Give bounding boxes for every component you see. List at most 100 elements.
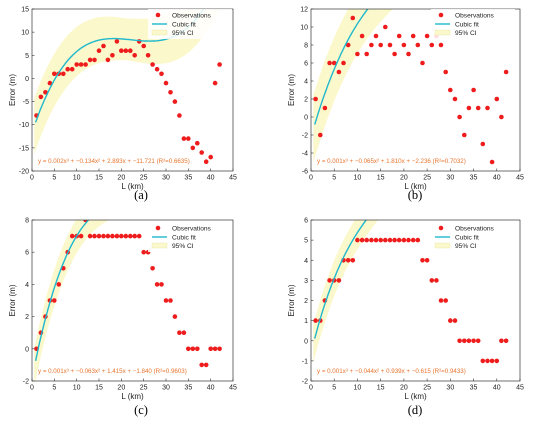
observation-point-5 bbox=[52, 71, 57, 77]
y-tick-label: 8 bbox=[304, 43, 308, 50]
observation-point-16 bbox=[101, 233, 106, 239]
observation-point-36 bbox=[475, 105, 481, 111]
observation-point-14 bbox=[373, 237, 379, 243]
legend-ci-swatch bbox=[151, 242, 168, 249]
y-tick-label: 10 bbox=[21, 30, 29, 37]
y-axis-label: Error (m) bbox=[8, 74, 17, 106]
axes-box bbox=[31, 8, 234, 172]
cubic-fit-line bbox=[314, 220, 367, 339]
observation-point-32 bbox=[172, 99, 178, 104]
y-tick-label: 10 bbox=[300, 25, 308, 32]
observation-point-15 bbox=[378, 237, 384, 243]
observation-point-27 bbox=[434, 278, 439, 283]
x-tick-label: 45 bbox=[229, 175, 237, 182]
observation-point-8 bbox=[345, 42, 351, 48]
observation-point-29 bbox=[443, 69, 449, 75]
fit-equation: y = 0.001x³ + −0.063x² + 1.415x + −1.840… bbox=[38, 368, 187, 375]
observation-point-30 bbox=[163, 80, 169, 86]
observation-point-8 bbox=[345, 258, 351, 263]
x-tick-label: 45 bbox=[229, 385, 237, 392]
legend-observations-marker bbox=[438, 225, 444, 231]
observation-point-42 bbox=[217, 346, 222, 352]
observation-point-32 bbox=[457, 338, 462, 344]
observation-point-28 bbox=[438, 298, 444, 303]
observation-point-30 bbox=[163, 298, 169, 303]
observation-point-23 bbox=[415, 237, 421, 243]
ci-band bbox=[34, 9, 219, 155]
legend-fit-label: Cubic fit bbox=[455, 235, 479, 242]
legend-observations-label: Observations bbox=[455, 226, 495, 233]
observation-point-8 bbox=[65, 66, 70, 72]
x-axis-label: L (km) bbox=[404, 182, 427, 191]
observation-point-15 bbox=[378, 42, 384, 48]
observation-point-36 bbox=[190, 346, 196, 352]
observation-point-15 bbox=[96, 233, 102, 239]
fit-equation: y = 0.001x³ + −0.065x² + 1.810x + −2.236… bbox=[317, 158, 466, 165]
observation-point-20 bbox=[119, 233, 124, 239]
observation-point-6 bbox=[336, 69, 342, 75]
y-tick-label: 12 bbox=[300, 7, 308, 14]
x-tick-label: 0 bbox=[30, 385, 34, 392]
y-tick-label: -20 bbox=[19, 169, 29, 176]
observation-point-37 bbox=[480, 141, 486, 147]
observation-point-11 bbox=[78, 62, 84, 67]
observation-point-38 bbox=[485, 358, 490, 364]
observation-point-34 bbox=[466, 338, 472, 344]
observation-point-39 bbox=[203, 159, 209, 164]
observation-point-3 bbox=[322, 105, 328, 111]
observation-point-35 bbox=[471, 338, 476, 344]
observation-point-25 bbox=[424, 33, 430, 39]
observation-point-16 bbox=[101, 43, 106, 49]
x-tick-label: 0 bbox=[309, 385, 313, 392]
y-tick-label: 6 bbox=[304, 61, 308, 68]
observation-point-40 bbox=[208, 154, 213, 160]
observation-point-33 bbox=[177, 113, 182, 118]
observation-point-13 bbox=[87, 57, 93, 63]
panel-label: (d) bbox=[408, 403, 423, 417]
x-tick-label: 30 bbox=[162, 385, 170, 392]
fit-equation: y = 0.001x³ + −0.044x² + 0.939x + −0.615… bbox=[317, 368, 466, 375]
observation-point-4 bbox=[47, 80, 53, 86]
legend-ci-label: 95% CI bbox=[455, 30, 477, 37]
observation-point-39 bbox=[489, 358, 495, 364]
observation-point-25 bbox=[141, 43, 146, 49]
observation-point-32 bbox=[457, 114, 462, 120]
observation-point-31 bbox=[452, 96, 458, 102]
y-axis-label: Error (m) bbox=[287, 74, 296, 106]
x-tick-label: 35 bbox=[184, 175, 192, 182]
observation-point-37 bbox=[195, 346, 200, 352]
observation-point-1 bbox=[313, 318, 318, 323]
observation-point-11 bbox=[78, 233, 84, 239]
observation-point-26 bbox=[429, 278, 435, 283]
x-tick-label: 15 bbox=[377, 385, 385, 392]
y-tick-label: 4 bbox=[304, 258, 308, 265]
y-tick-label: -2 bbox=[23, 379, 29, 386]
x-tick-label: 35 bbox=[184, 385, 192, 392]
observation-point-21 bbox=[123, 48, 129, 53]
y-tick-label: 0 bbox=[25, 346, 29, 353]
observation-point-38 bbox=[199, 362, 204, 368]
observation-point-39 bbox=[489, 159, 495, 165]
cubic-fit-line bbox=[314, 9, 369, 125]
observation-point-23 bbox=[132, 233, 137, 239]
observation-point-16 bbox=[383, 24, 388, 30]
observation-point-28 bbox=[438, 42, 444, 48]
observation-point-24 bbox=[136, 233, 142, 239]
ci-band bbox=[313, 9, 393, 163]
x-tick-label: 10 bbox=[73, 385, 81, 392]
legend-ci-label: 95% CI bbox=[172, 30, 194, 37]
x-axis-label: L (km) bbox=[121, 392, 144, 401]
x-tick-label: 45 bbox=[516, 385, 524, 392]
x-tick-label: 40 bbox=[207, 385, 215, 392]
legend-ci-swatch bbox=[434, 242, 451, 249]
observation-point-5 bbox=[331, 60, 337, 66]
x-tick-label: 25 bbox=[423, 385, 431, 392]
observation-point-20 bbox=[401, 42, 407, 48]
observation-point-42 bbox=[217, 62, 222, 67]
panel-label: (c) bbox=[134, 403, 148, 417]
y-tick-label: 2 bbox=[25, 314, 29, 321]
observation-point-35 bbox=[186, 346, 191, 352]
observation-point-41 bbox=[499, 114, 504, 120]
observation-point-25 bbox=[141, 249, 146, 255]
